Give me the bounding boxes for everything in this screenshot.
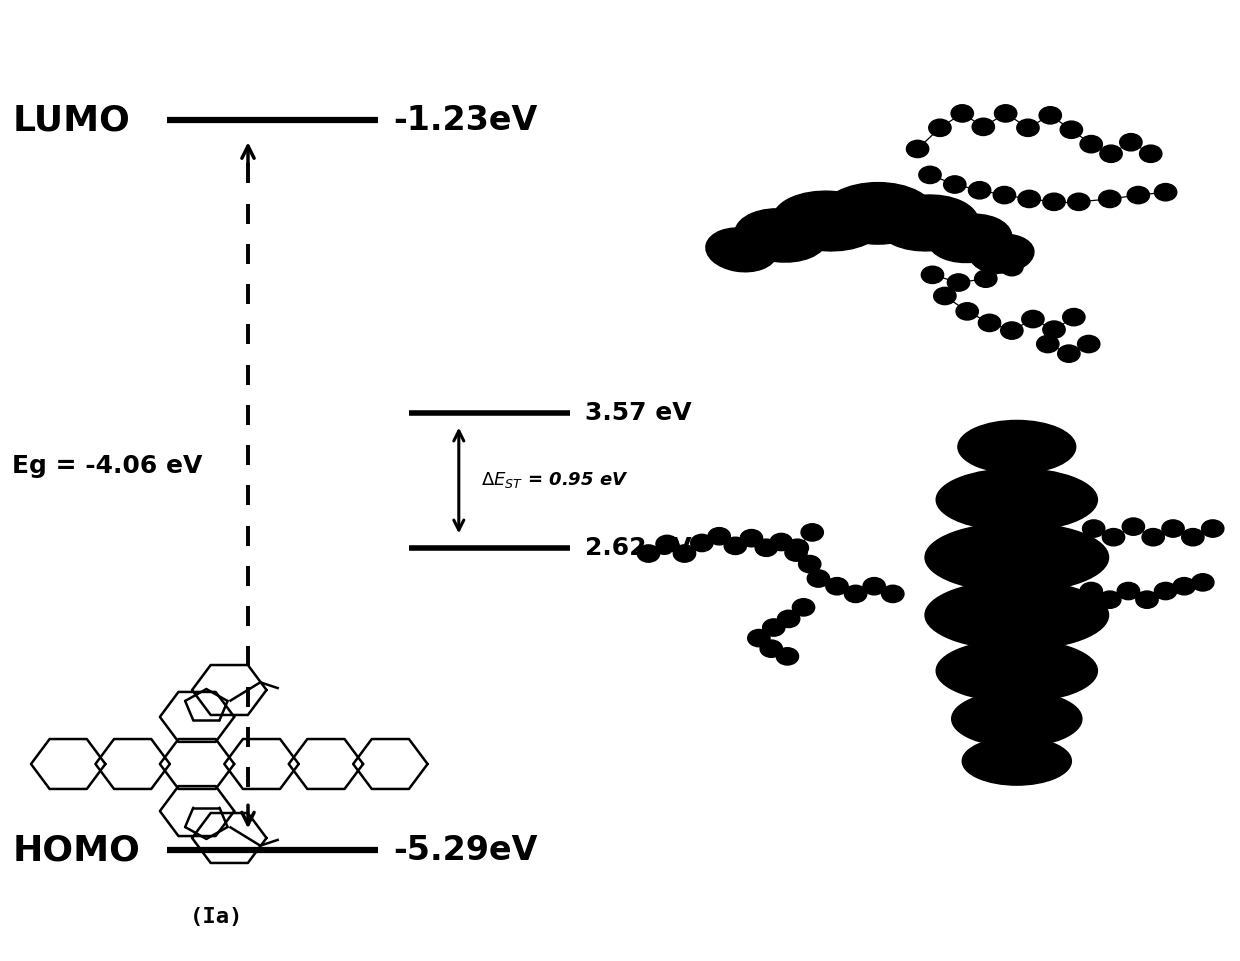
Circle shape: [1078, 335, 1100, 353]
Circle shape: [1192, 574, 1214, 591]
Circle shape: [921, 266, 944, 283]
Circle shape: [1017, 119, 1039, 136]
Ellipse shape: [925, 523, 1109, 592]
Circle shape: [944, 176, 966, 193]
Ellipse shape: [706, 228, 777, 272]
Circle shape: [1099, 591, 1121, 608]
Circle shape: [1182, 529, 1204, 546]
Circle shape: [1154, 582, 1177, 600]
Circle shape: [1102, 529, 1125, 546]
Circle shape: [1083, 520, 1105, 537]
Ellipse shape: [936, 640, 1097, 702]
Circle shape: [801, 524, 823, 541]
Ellipse shape: [773, 191, 884, 251]
Circle shape: [740, 530, 763, 547]
Circle shape: [863, 578, 885, 595]
Circle shape: [1136, 591, 1158, 608]
Circle shape: [1122, 518, 1145, 535]
Circle shape: [1127, 186, 1149, 204]
Ellipse shape: [936, 468, 1097, 530]
Circle shape: [906, 140, 929, 158]
Circle shape: [708, 528, 730, 545]
Circle shape: [975, 270, 997, 287]
Circle shape: [929, 119, 951, 136]
Circle shape: [763, 619, 785, 636]
Circle shape: [1099, 190, 1121, 208]
Text: 2.62 eV: 2.62 eV: [585, 536, 692, 559]
Circle shape: [777, 610, 800, 628]
Text: -1.23eV: -1.23eV: [393, 104, 537, 136]
Circle shape: [951, 105, 973, 122]
Circle shape: [755, 539, 777, 556]
Circle shape: [993, 186, 1016, 204]
Circle shape: [1058, 345, 1080, 362]
Circle shape: [1022, 310, 1044, 328]
Circle shape: [1162, 520, 1184, 537]
Ellipse shape: [877, 195, 978, 251]
Circle shape: [1001, 259, 1023, 276]
Circle shape: [1142, 529, 1164, 546]
Circle shape: [792, 599, 815, 616]
Circle shape: [1060, 121, 1083, 138]
Ellipse shape: [735, 209, 827, 262]
Circle shape: [1100, 145, 1122, 162]
Circle shape: [1068, 193, 1090, 210]
Circle shape: [1154, 184, 1177, 201]
Text: (Ia): (Ia): [190, 907, 244, 927]
Ellipse shape: [957, 421, 1076, 473]
Circle shape: [956, 303, 978, 320]
Circle shape: [994, 105, 1017, 122]
Circle shape: [1080, 582, 1102, 600]
Circle shape: [786, 539, 808, 556]
Circle shape: [1018, 190, 1040, 208]
Ellipse shape: [821, 183, 935, 244]
Circle shape: [882, 585, 904, 603]
Circle shape: [844, 585, 867, 603]
Circle shape: [691, 534, 713, 552]
Circle shape: [1043, 321, 1065, 338]
Ellipse shape: [951, 691, 1081, 747]
Text: -5.29eV: -5.29eV: [393, 834, 538, 867]
Ellipse shape: [962, 737, 1071, 785]
Circle shape: [972, 118, 994, 136]
Circle shape: [637, 545, 660, 562]
Ellipse shape: [925, 580, 1109, 650]
Circle shape: [934, 287, 956, 305]
Circle shape: [978, 314, 1001, 332]
Text: Eg = -4.06 eV: Eg = -4.06 eV: [12, 455, 203, 478]
Text: LUMO: LUMO: [12, 103, 130, 137]
Circle shape: [1117, 582, 1140, 600]
Circle shape: [1080, 136, 1102, 153]
Circle shape: [724, 537, 746, 554]
Circle shape: [673, 545, 696, 562]
Ellipse shape: [928, 214, 1012, 262]
Circle shape: [947, 274, 970, 291]
Circle shape: [748, 629, 770, 647]
Circle shape: [1173, 578, 1195, 595]
Circle shape: [799, 555, 821, 573]
Circle shape: [919, 166, 941, 184]
Circle shape: [1043, 193, 1065, 210]
Circle shape: [1037, 335, 1059, 353]
Circle shape: [1120, 134, 1142, 151]
Circle shape: [1140, 145, 1162, 162]
Circle shape: [1001, 322, 1023, 339]
Circle shape: [1202, 520, 1224, 537]
Circle shape: [785, 544, 807, 561]
Circle shape: [760, 640, 782, 657]
Circle shape: [826, 578, 848, 595]
Circle shape: [968, 182, 991, 199]
Circle shape: [770, 533, 792, 551]
Circle shape: [1063, 308, 1085, 326]
Circle shape: [776, 648, 799, 665]
Circle shape: [656, 535, 678, 553]
Text: $\mathit{\Delta E}_{\mathit{ST}}$ = 0.95 eV: $\mathit{\Delta E}_{\mathit{ST}}$ = 0.95…: [481, 471, 629, 490]
Circle shape: [1039, 107, 1061, 124]
Circle shape: [807, 570, 830, 587]
Text: HOMO: HOMO: [12, 833, 140, 868]
Ellipse shape: [970, 234, 1034, 273]
Text: 3.57 eV: 3.57 eV: [585, 402, 692, 425]
